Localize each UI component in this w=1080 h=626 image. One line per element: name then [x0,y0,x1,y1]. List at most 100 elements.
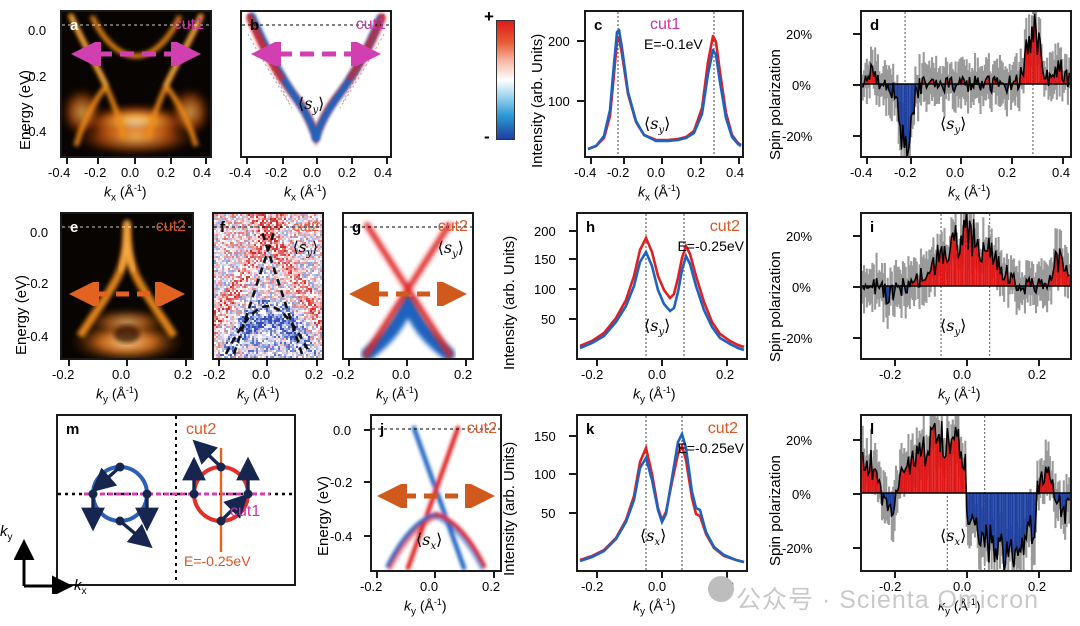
panel-a-ytick-0: 0.0 [28,23,47,38]
panel-i-ylabel: Spin polarization [767,251,784,362]
panel-a-ytick-2: -0.4 [24,124,47,139]
panel-l-spin-label: ⟨sx⟩ [940,526,967,549]
panel-f-xtick-1: 0.0 [252,367,271,382]
panel-i-spin-label: ⟨sy⟩ [940,316,967,339]
panel-e-cut-label: cut2 [155,218,186,235]
panel-g-plot[interactable]: g cut2 ⟨sy⟩ [342,212,474,360]
panel-c-xtick-2: 0.0 [647,165,666,180]
panel-c-cut-label: cut1 [650,16,681,33]
panel-m-cut1-label: cut1 [230,503,261,520]
panel-h-plot[interactable]: h cut2 E=-0.25eV ⟨sy⟩ [576,212,748,360]
panel-e-plot[interactable]: e cut2 [60,212,194,360]
panel-k-ytick-0: 50 [541,506,556,521]
panel-a-xtick-3: 0.2 [157,165,176,180]
panel-e-cut-arrow [69,282,185,306]
panel-h-ytick-0: 50 [541,312,556,327]
panel-b-spin-label: ⟨sy⟩ [298,94,325,117]
panel-d-xtick-4: 0.4 [1052,165,1071,180]
panel-b-letter: b [250,17,260,34]
panel-c-xtick-3: 0.2 [687,165,706,180]
panel-l-plot[interactable]: l ⟨sx⟩ [860,414,1072,572]
panel-k-xtick-0: -0.2 [581,579,604,594]
panel-m-kx-axis-label: kx [74,577,87,597]
panel-j-cut-label: cut2 [466,420,497,437]
panel-c-letter: c [594,17,603,34]
panel-d-xlabel: kx (Å-1) [948,183,991,204]
panel-d-xtick-1: -0.2 [894,165,917,180]
panel-d-xtick-2: 0.0 [946,165,965,180]
panel-i-xtick-2: 0.2 [1028,367,1047,382]
panel-g-xtick-1: 0.0 [392,367,411,382]
panel-f-letter: f [220,219,225,236]
panel-e-xtick-1: 0.0 [112,367,131,382]
panel-j-xlabel: ky (Å-1) [404,597,447,618]
panel-e-ytick-1: -0.2 [26,276,49,291]
panel-g-xtick-2: 0.2 [454,367,473,382]
panel-c-xtick-1: -0.2 [607,165,630,180]
panel-k-spin-label: ⟨sx⟩ [640,526,667,549]
panel-a-xlabel: kx (Å-1) [104,183,147,204]
panel-m-axis-arrows [14,539,73,594]
panel-i-ytick-2: -20% [782,331,813,346]
panel-h-ytick-3: 200 [534,224,556,239]
panel-a-xtick-4: 0.4 [193,165,212,180]
panel-c-spin-label: ⟨sy⟩ [644,114,671,137]
panel-l-xtick-2: 0.2 [1028,579,1047,594]
panel-c-ytick-1: 200 [548,34,570,49]
panel-f-xlabel: ky (Å-1) [237,385,280,406]
panel-b-xtick-4: 0.4 [374,165,393,180]
panel-k-xtick-1: 0.0 [648,579,667,594]
panel-c-ylabel: Intensity (arb. Units) [529,33,546,168]
panel-b-plot[interactable]: b cut1 ⟨sy⟩ [240,10,392,158]
panel-c-energy-label: E=-0.1eV [644,36,703,52]
panel-f-xtick-2: 0.2 [305,367,324,382]
panel-k-ytick-2: 150 [534,429,556,444]
panel-a-plot[interactable]: a cut1 [60,10,212,158]
panel-f-spin-label: ⟨sy⟩ [292,238,318,259]
panel-i-xtick-1: 0.0 [953,367,972,382]
panel-a-cut-label: cut1 [173,16,204,33]
panel-j-ytick-2: -0.4 [330,529,353,544]
panel-m-energy-label: E=-0.25eV [184,553,251,569]
panel-k-ytick-1: 100 [534,467,556,482]
panel-e-ytick-2: -0.4 [26,329,49,344]
panel-m-cut2-label: cut2 [186,421,217,438]
panel-j-plot[interactable]: j cut2 ⟨sx⟩ [370,414,502,572]
panel-h-ylabel: Intensity (arb. Units) [501,235,518,370]
panel-j-ytick-1: -0.2 [330,475,353,490]
panel-k-letter: k [586,421,595,438]
panel-i-plot[interactable]: i ⟨sy⟩ [860,212,1072,360]
panel-g-xlabel: ky (Å-1) [376,385,419,406]
panel-d-ytick-2: -20% [782,129,813,144]
panel-d-letter: d [870,17,880,34]
panel-a-xtick-2: 0.0 [121,165,140,180]
panel-j-letter: j [380,421,385,438]
panel-g-xtick-0: -0.2 [332,367,355,382]
watermark-icon [708,576,734,602]
panel-j-cut-arrow [377,484,495,508]
panel-h-ytick-1: 100 [534,282,556,297]
panel-c-xtick-4: 0.4 [726,165,745,180]
panel-b-xtick-2: 0.0 [303,165,322,180]
panel-h-energy-label: E=-0.25eV [677,238,744,254]
panel-c-xtick-0: -0.4 [574,165,597,180]
colorbar-plus-label: + [484,7,494,26]
panel-a-xtick-1: -0.2 [84,165,107,180]
panel-i-xlabel: ky (Å-1) [938,385,981,406]
panel-m-plot[interactable]: m cut2 cut1 E=-0.25eV [56,414,296,586]
panel-e-letter: e [70,219,79,236]
panel-d-xtick-0: -0.4 [850,165,873,180]
panel-j-ylabel: Energy (eV) [315,475,332,556]
panel-a-cut-arrow [71,42,201,66]
panel-d-plot[interactable]: d ⟨sy⟩ [860,10,1072,158]
panel-f-plot[interactable]: f cut2 ⟨sy⟩ [212,212,324,360]
panel-j-xtick-1: 0.0 [420,579,439,594]
panel-d-ytick-0: 20% [786,27,813,42]
panel-k-plot[interactable]: k cut2 E=-0.25eV ⟨sx⟩ [576,414,748,572]
panel-g-cut-label: cut2 [437,218,468,235]
panel-e-xtick-0: -0.2 [52,367,75,382]
panel-c-plot[interactable]: c cut1 E=-0.1eV ⟨sy⟩ [584,10,744,158]
panel-l-xlabel: ky (Å-1) [938,597,981,618]
panel-l-ytick-1: 0% [792,487,811,502]
